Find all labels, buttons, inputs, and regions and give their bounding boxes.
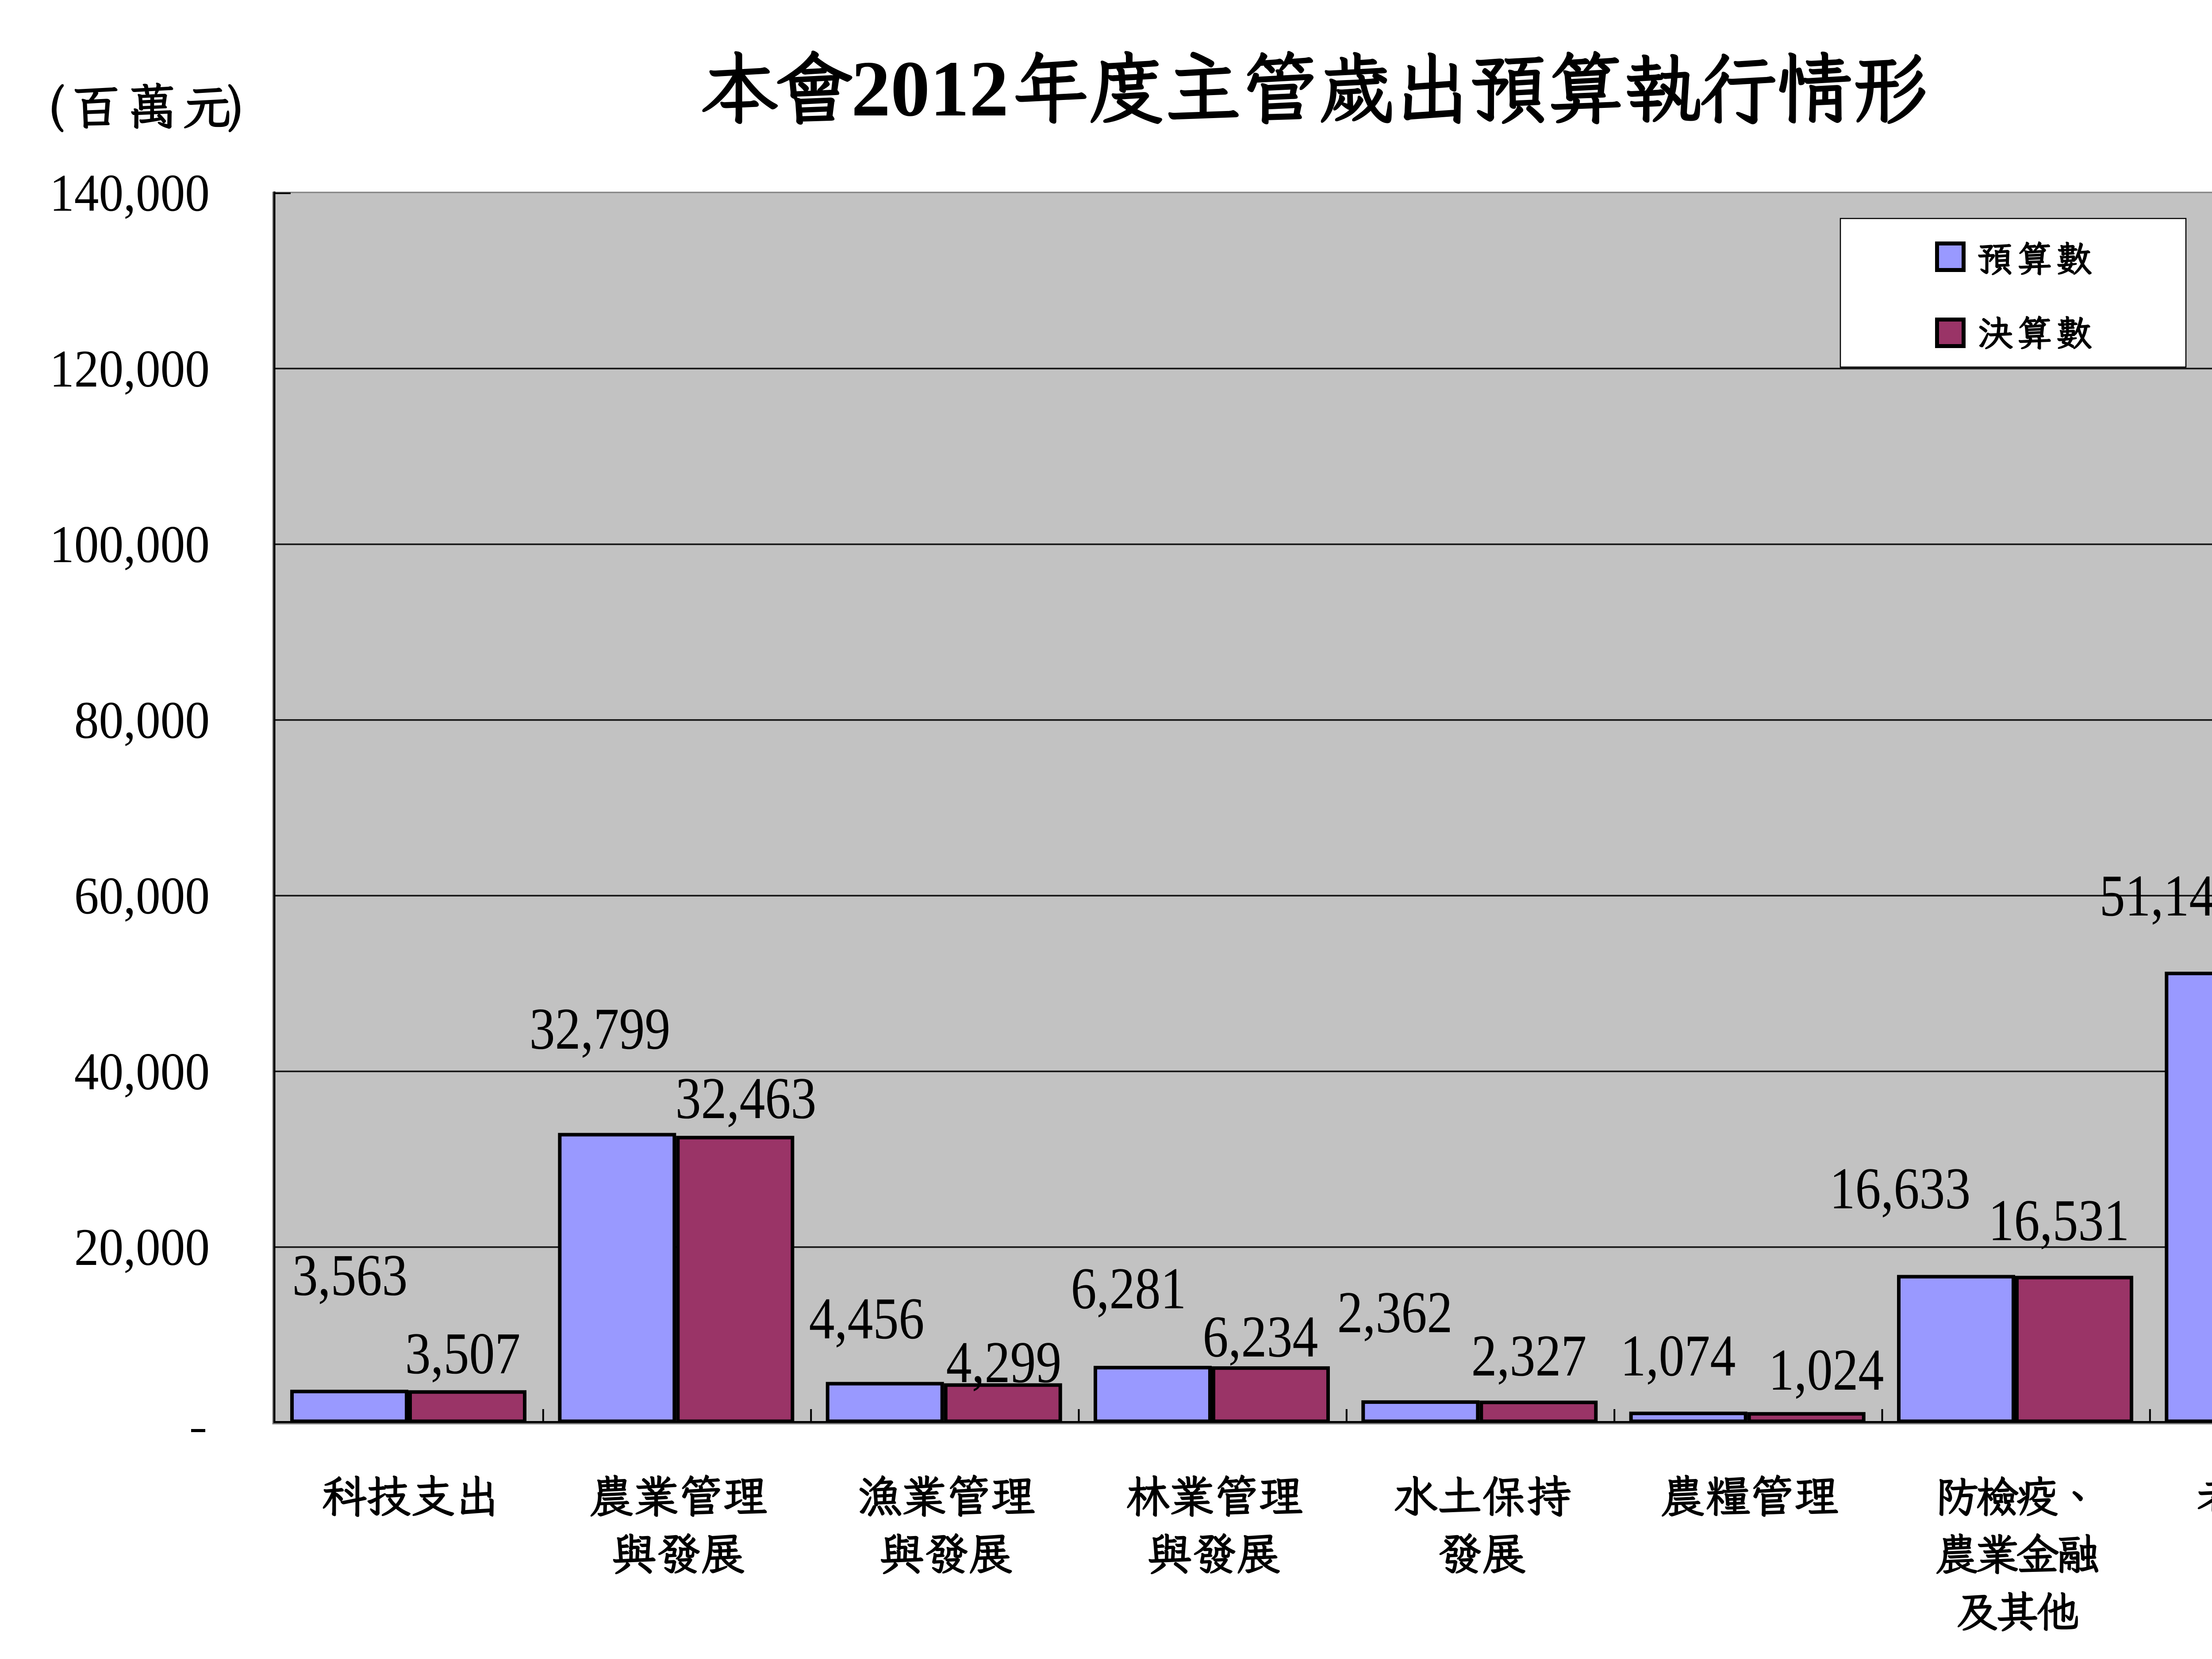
svg-text:140,000: 140,000 (50, 164, 210, 223)
svg-text:51,147: 51,147 (2100, 863, 2212, 929)
svg-text:20,000: 20,000 (74, 1218, 210, 1277)
svg-text:2,327: 2,327 (1471, 1323, 1587, 1389)
svg-text:16,633: 16,633 (1830, 1156, 1971, 1222)
svg-text:60,000: 60,000 (74, 867, 210, 926)
svg-text:4,456: 4,456 (809, 1286, 925, 1352)
svg-text:80,000: 80,000 (74, 691, 210, 750)
svg-text:32,463: 32,463 (676, 1065, 817, 1131)
svg-text:3,507: 3,507 (405, 1321, 521, 1387)
svg-text:32,799: 32,799 (530, 996, 671, 1062)
svg-text:16,531: 16,531 (1989, 1188, 2130, 1253)
svg-text:1,074: 1,074 (1621, 1323, 1736, 1389)
svg-text:2,362: 2,362 (1337, 1280, 1453, 1345)
svg-text:3,563: 3,563 (292, 1242, 408, 1308)
svg-text:4,299: 4,299 (946, 1329, 1062, 1395)
svg-text:40,000: 40,000 (74, 1042, 210, 1101)
svg-text:2012: 2012 (851, 45, 1009, 133)
svg-text:1,024: 1,024 (1769, 1337, 1884, 1403)
svg-text:6,234: 6,234 (1203, 1304, 1318, 1370)
svg-text:6,281: 6,281 (1071, 1256, 1187, 1322)
svg-text:100,000: 100,000 (50, 515, 210, 574)
svg-text:120,000: 120,000 (50, 340, 210, 398)
